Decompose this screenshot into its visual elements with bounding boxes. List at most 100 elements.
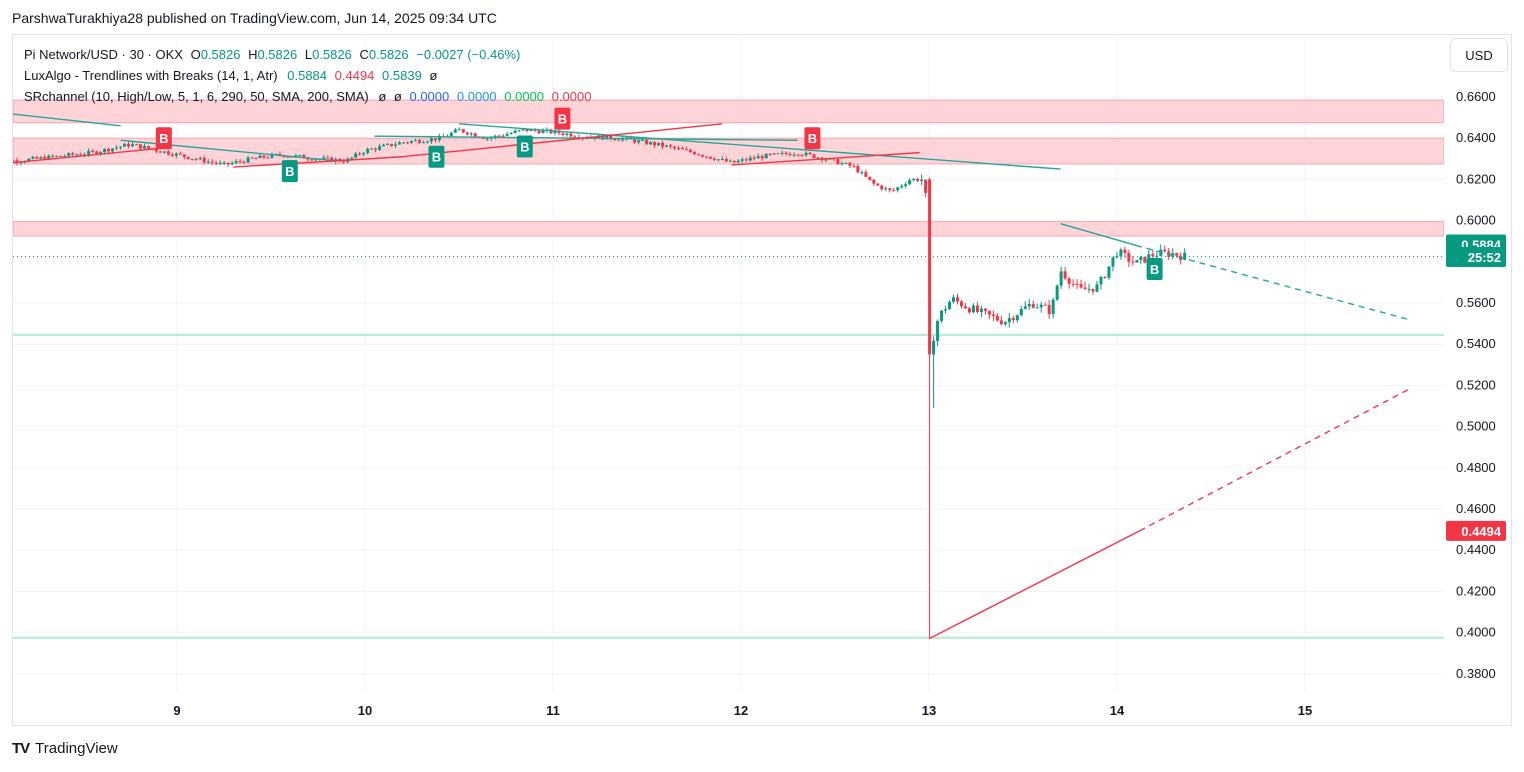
candle-body xyxy=(728,160,732,162)
x-axis-tick-label: 12 xyxy=(734,703,748,718)
candle-body xyxy=(154,149,158,152)
low-label: L xyxy=(304,47,313,62)
candle-body xyxy=(944,309,948,311)
candle-body xyxy=(138,144,142,149)
resistance-zone xyxy=(13,137,1444,165)
candle-body xyxy=(776,153,780,155)
candle-body xyxy=(852,165,856,167)
candle-body xyxy=(1107,266,1111,278)
candle-body xyxy=(390,143,394,146)
footer-brand[interactable]: TV TradingView xyxy=(12,740,118,757)
candle-body xyxy=(696,154,700,156)
candle-body xyxy=(740,159,744,161)
candle-body xyxy=(908,180,912,185)
candle-body xyxy=(876,183,880,186)
candle-body xyxy=(948,301,952,310)
candle-body xyxy=(1175,253,1179,256)
candle-body xyxy=(700,155,704,157)
candle-body xyxy=(561,133,565,135)
candle-body xyxy=(134,144,138,146)
candle-body xyxy=(995,315,999,321)
candle-body xyxy=(394,144,398,146)
candle-body xyxy=(1039,304,1043,308)
candle-body xyxy=(1115,255,1119,258)
marker-badge xyxy=(804,127,821,150)
y-axis-tick-label: 0.3800 xyxy=(1456,666,1496,681)
candle-body xyxy=(71,153,75,155)
indicator-srchannel-name[interactable]: SRchannel (10, High/Low, 5, 1, 6, 290, 5… xyxy=(24,89,369,104)
candle-body xyxy=(952,297,956,302)
candle-body xyxy=(553,130,557,134)
open-label: O xyxy=(190,47,201,62)
candle-body xyxy=(1059,271,1063,286)
indicator-trendlines-value-3: 0.5839 xyxy=(382,68,422,83)
candle-body xyxy=(417,140,421,143)
candle-body xyxy=(79,154,83,156)
candle-body xyxy=(91,150,95,152)
candle-body xyxy=(521,129,525,131)
price-axis-label: 25:52 xyxy=(1446,247,1506,268)
candle-body xyxy=(1087,288,1091,290)
indicator-srchannel-value-3: 0.0000 xyxy=(504,89,545,104)
candle-body xyxy=(975,305,979,312)
candle-body xyxy=(736,160,740,163)
candle-body xyxy=(326,157,330,159)
indicator-trendlines-value-4: ø xyxy=(429,68,438,83)
candle-body xyxy=(1023,306,1027,309)
candle-body xyxy=(868,176,872,180)
candle-body xyxy=(119,146,123,148)
marker-badge xyxy=(0,131,6,153)
candle-body xyxy=(928,179,932,355)
symbol-label[interactable]: Pi Network/USD · 30 · OKX xyxy=(24,47,183,62)
candle-body xyxy=(1083,287,1087,290)
y-axis-tick-label: 0.4000 xyxy=(1456,625,1496,640)
y-axis-tick-label: 0.6200 xyxy=(1456,171,1496,186)
indicator-trendlines-value-1: 0.5884 xyxy=(287,68,328,83)
x-axis-tick-label: 9 xyxy=(173,703,180,718)
candle-body xyxy=(1143,257,1147,263)
candle-body xyxy=(1091,288,1095,292)
publisher-attribution: ParshwaTurakhiya28 published on TradingV… xyxy=(12,10,497,26)
candle-body xyxy=(210,161,214,163)
candle-body xyxy=(481,137,485,139)
indicator-srchannel-null-1: ø xyxy=(378,89,387,104)
indicator-trendlines-name[interactable]: LuxAlgo - Trendlines with Breaks (14, 1,… xyxy=(24,68,278,83)
candle-body xyxy=(732,160,736,163)
x-axis-tick-label: 15 xyxy=(1298,703,1312,718)
candle-body xyxy=(405,142,409,144)
candle-body xyxy=(354,153,358,158)
candle-body xyxy=(936,320,940,341)
candle-body xyxy=(621,138,625,141)
candle-body xyxy=(366,148,370,154)
marker-label: B xyxy=(808,131,817,146)
candle-body xyxy=(708,156,712,159)
candle-body xyxy=(880,185,884,190)
legend-indicator-srchannel[interactable]: SRchannel (10, High/Low, 5, 1, 6, 290, 5… xyxy=(24,86,591,107)
candle-body xyxy=(13,160,15,162)
candle-body xyxy=(816,157,820,159)
legend-indicator-trendlines[interactable]: LuxAlgo - Trendlines with Breaks (14, 1,… xyxy=(24,65,591,86)
candle-body xyxy=(872,179,876,184)
x-axis-tick-label: 11 xyxy=(546,703,560,718)
candle-body xyxy=(541,130,545,134)
bullish-break-marker: B xyxy=(516,135,533,158)
candle-body xyxy=(565,133,569,135)
candle-body xyxy=(111,148,115,152)
candle-body xyxy=(501,135,505,137)
candle-body xyxy=(286,156,290,158)
legend-symbol-row[interactable]: Pi Network/USD · 30 · OKX O0.5826 H0.582… xyxy=(24,44,591,65)
y-axis-tick-label: 0.5000 xyxy=(1456,419,1496,434)
candle-body xyxy=(174,153,178,156)
candle-body xyxy=(1051,299,1055,315)
trendline xyxy=(402,123,723,158)
candle-body xyxy=(704,156,708,158)
currency-button[interactable]: USD xyxy=(1450,38,1508,72)
candle-body xyxy=(182,154,186,157)
candle-body xyxy=(59,155,63,157)
y-axis-tick-label: 0.6000 xyxy=(1456,213,1496,228)
candle-body xyxy=(1111,257,1115,267)
candle-body xyxy=(302,155,306,159)
candle-body xyxy=(250,157,254,159)
trendline xyxy=(928,530,1140,640)
